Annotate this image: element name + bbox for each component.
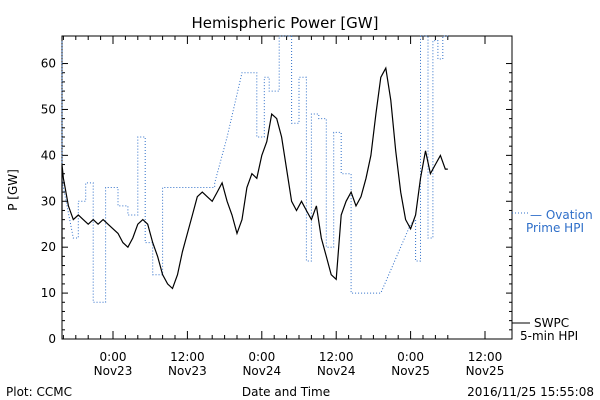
plot-frame <box>61 35 513 340</box>
x-tick-date-label: Nov25 <box>466 364 505 378</box>
y-axis-label: P [GW] <box>6 169 20 211</box>
x-tick-time-label: 12:00 <box>319 350 354 364</box>
ovation-line <box>61 35 448 303</box>
x-tick-date-label: Nov24 <box>242 364 281 378</box>
y-tick-label: 20 <box>41 240 56 254</box>
x-axis-label: Date and Time <box>242 385 330 399</box>
legend-swpc-line1: SWPC <box>534 316 569 330</box>
x-tick-date-label: Nov24 <box>317 364 356 378</box>
x-tick-date-label: Nov23 <box>168 364 207 378</box>
y-axis-ticks: 0 10 20 30 40 50 60 <box>41 57 512 346</box>
legend-ovation-line2: Prime HPI <box>526 221 584 235</box>
y-tick-label: 30 <box>41 194 56 208</box>
x-tick-date-label: Nov23 <box>94 364 133 378</box>
legend-ovation-line1: — Ovation <box>530 208 593 222</box>
y-tick-label: 60 <box>41 57 56 71</box>
x-axis-ticks: 0:00Nov2312:00Nov230:00Nov2412:00Nov240:… <box>62 36 505 378</box>
legend-swpc-line2: 5-min HPI <box>520 329 578 343</box>
x-tick-time-label: 12:00 <box>170 350 205 364</box>
x-tick-date-label: Nov25 <box>391 364 430 378</box>
y-tick-label: 10 <box>41 286 56 300</box>
y-tick-label: 40 <box>41 148 56 162</box>
x-tick-time-label: 0:00 <box>248 350 275 364</box>
x-tick-time-label: 12:00 <box>468 350 503 364</box>
series-swpc-hpi <box>61 66 448 290</box>
legend: SWPC 5-min HPI — Ovation Prime HPI <box>512 208 593 343</box>
series-ovation-prime-hpi <box>61 35 448 303</box>
chart-title: Hemispheric Power [GW] <box>192 14 379 32</box>
footer-plot-credit: Plot: CCMC <box>6 385 72 399</box>
swpc-line <box>61 66 448 290</box>
y-tick-label: 0 <box>48 332 56 346</box>
y-tick-label: 50 <box>41 102 56 116</box>
x-tick-time-label: 0:00 <box>397 350 424 364</box>
x-tick-time-label: 0:00 <box>100 350 127 364</box>
footer-timestamp: 2016/11/25 15:55:08 <box>467 385 594 399</box>
plot-border <box>61 35 513 340</box>
